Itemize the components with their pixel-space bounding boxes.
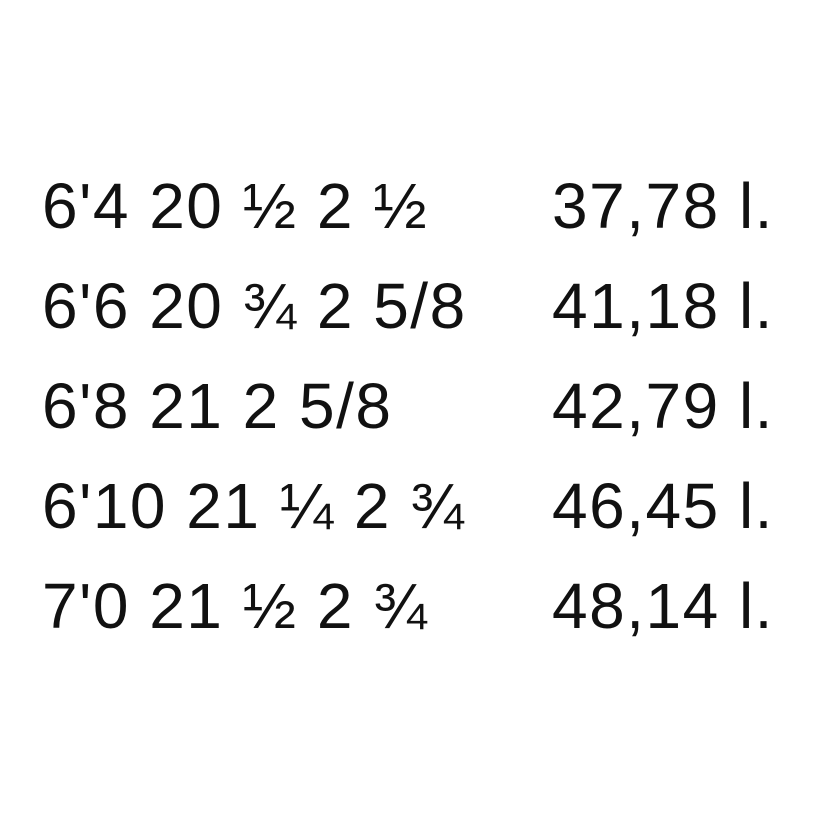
table-row: 6'10 21 ¼ 2 ¾ 46,45 l. bbox=[0, 456, 820, 556]
dimensions-cell: 7'0 21 ½ 2 ¾ bbox=[42, 570, 429, 642]
table-row: 7'0 21 ½ 2 ¾ 48,14 l. bbox=[0, 556, 820, 656]
volume-cell: 41,18 l. bbox=[552, 270, 774, 342]
dimensions-cell: 6'10 21 ¼ 2 ¾ bbox=[42, 470, 466, 542]
table-row: 6'4 20 ½ 2 ½ 37,78 l. bbox=[0, 156, 820, 256]
dimensions-cell: 6'4 20 ½ 2 ½ bbox=[42, 170, 429, 242]
volume-cell: 48,14 l. bbox=[552, 570, 774, 642]
dimensions-cell: 6'6 20 ¾ 2 5/8 bbox=[42, 270, 467, 342]
table-row: 6'8 21 2 5/8 42,79 l. bbox=[0, 356, 820, 456]
volume-cell: 46,45 l. bbox=[552, 470, 774, 542]
volume-cell: 37,78 l. bbox=[552, 170, 774, 242]
volume-cell: 42,79 l. bbox=[552, 370, 774, 442]
dimensions-cell: 6'8 21 2 5/8 bbox=[42, 370, 393, 442]
table-row: 6'6 20 ¾ 2 5/8 41,18 l. bbox=[0, 256, 820, 356]
